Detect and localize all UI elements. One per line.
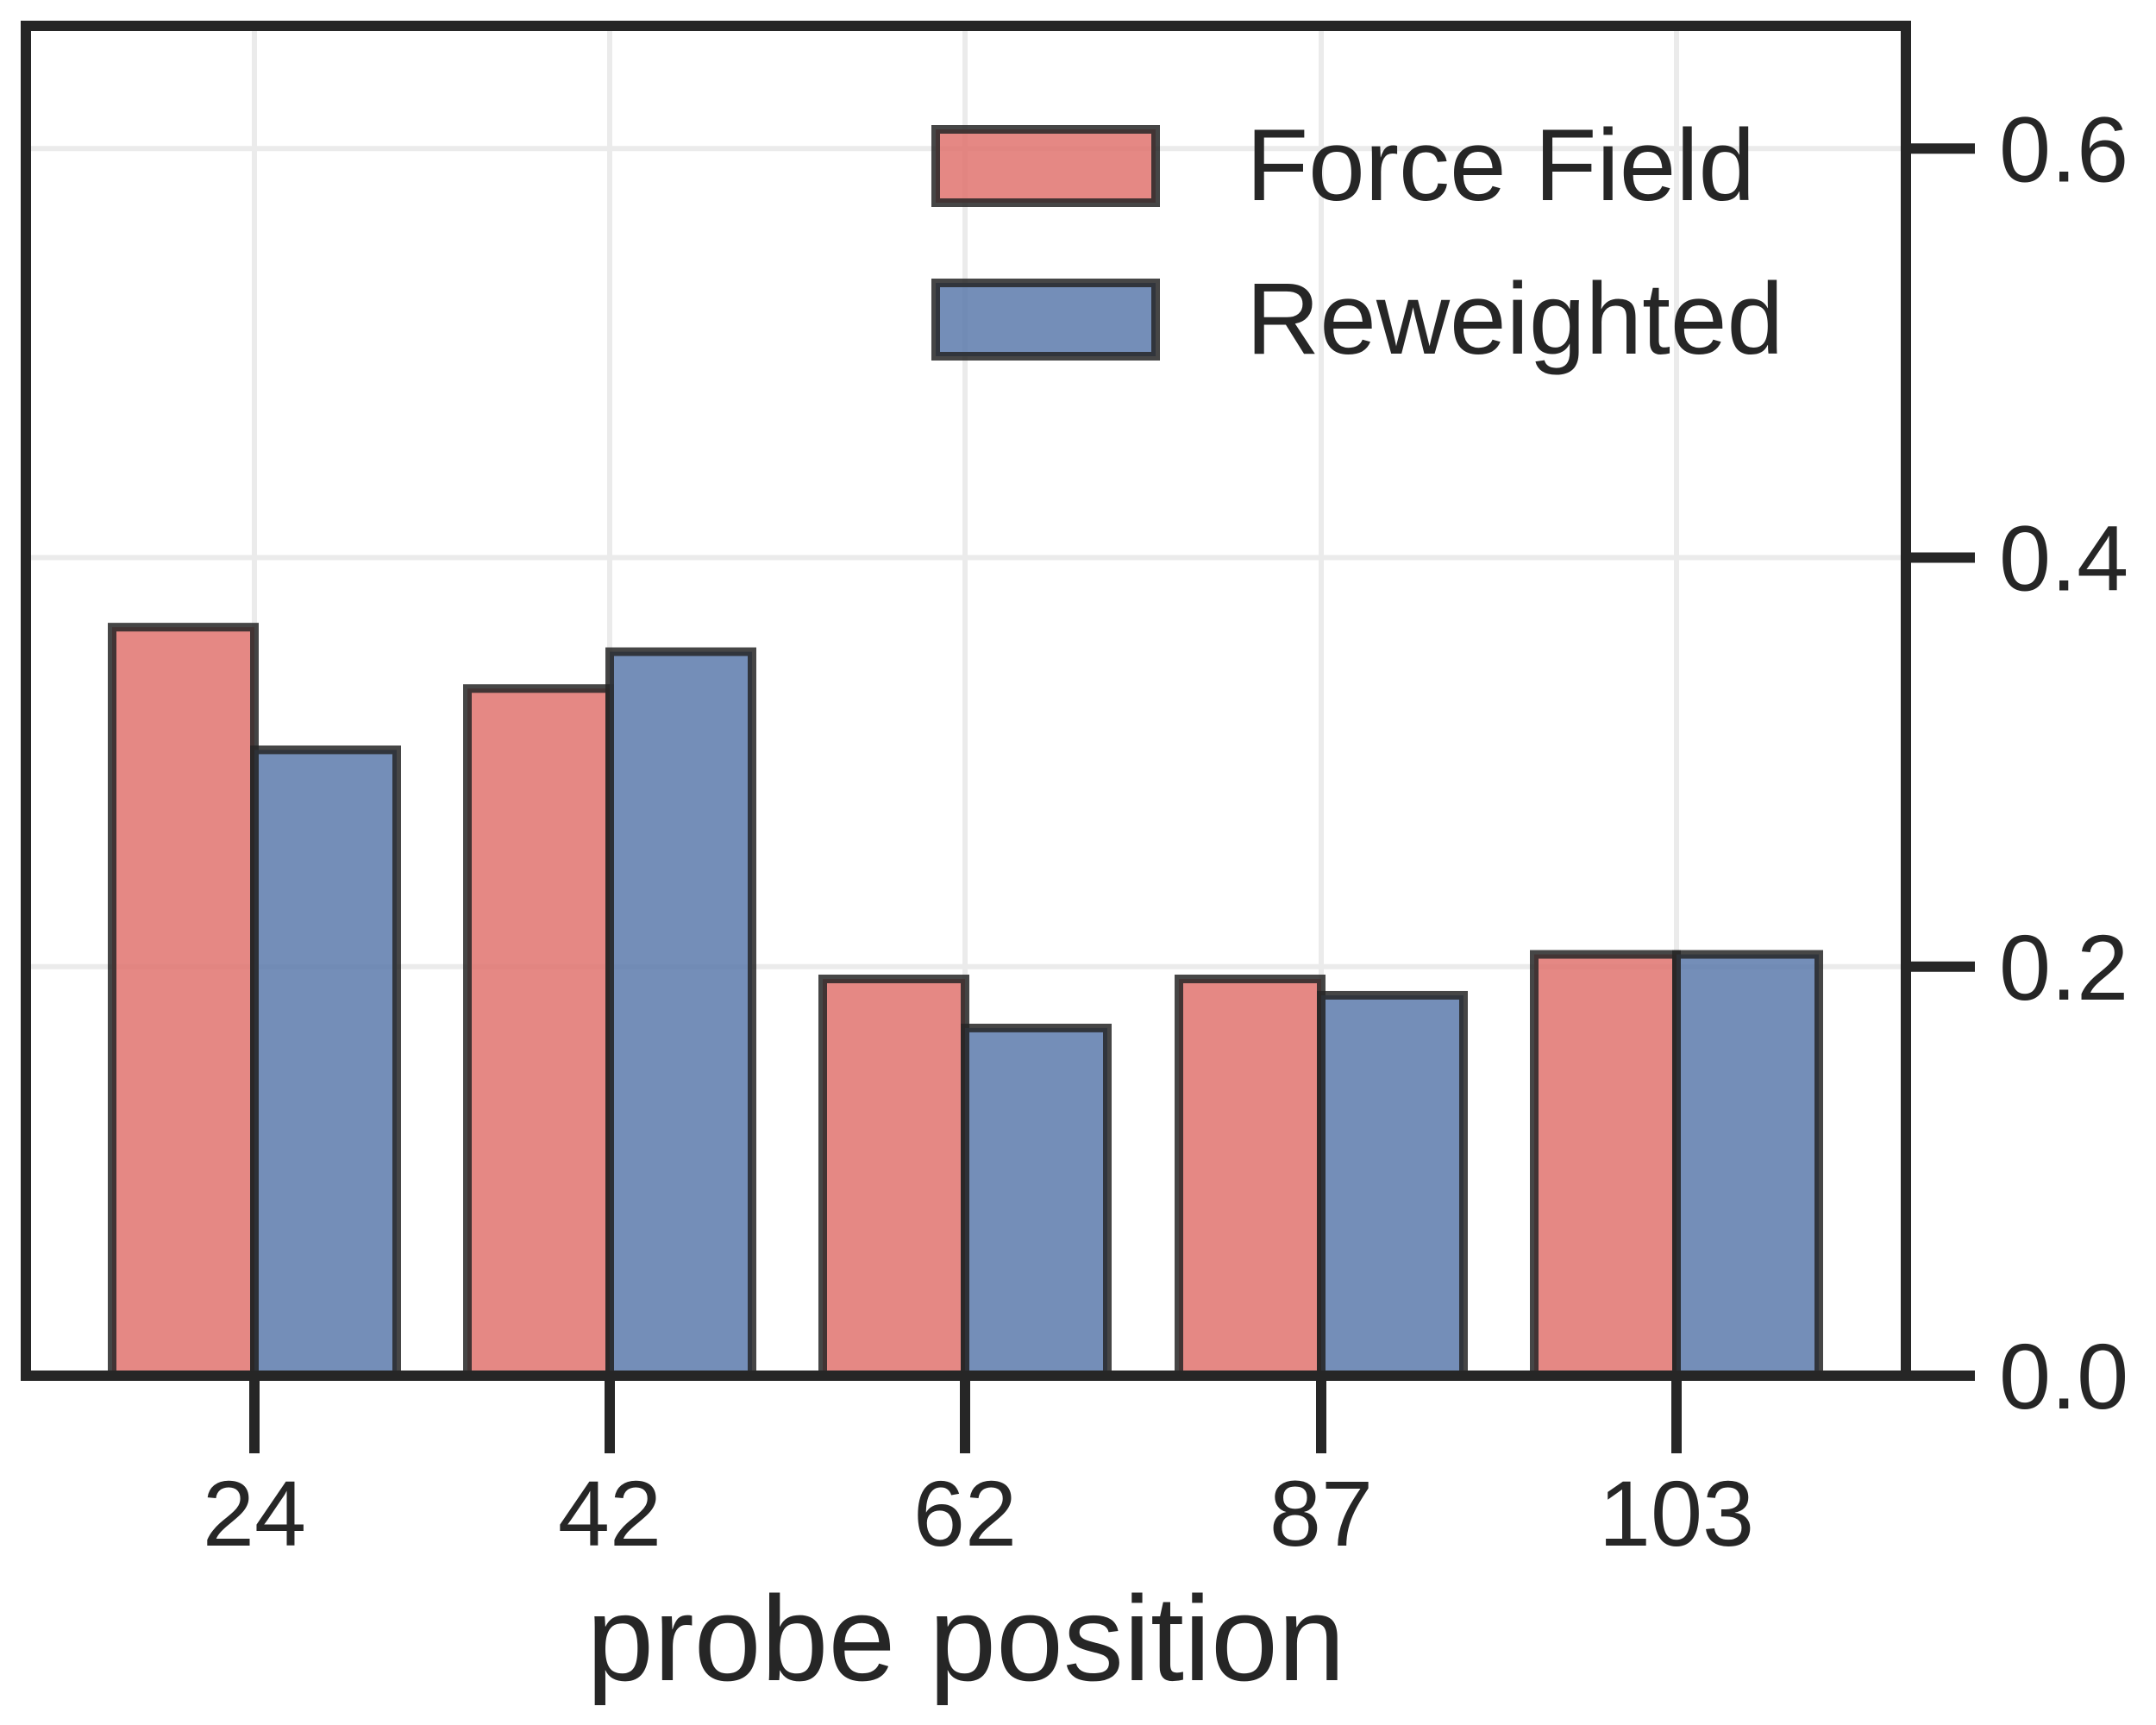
x-tick-label: 103	[1599, 1461, 1754, 1565]
x-tick-label: 24	[203, 1461, 306, 1565]
bar-force-field-24	[108, 623, 259, 1380]
y-tick-label: 0.4	[1999, 506, 2128, 611]
y-tick-label: 0.2	[1999, 915, 2128, 1019]
legend-swatch-force-field	[931, 125, 1160, 207]
legend-label-force-field: Force Field	[1246, 109, 1755, 223]
bar-force-field-87	[1175, 974, 1326, 1380]
bar-force-field-42	[463, 684, 614, 1380]
bars	[108, 623, 1823, 1381]
bar-force-field-103	[1530, 950, 1681, 1380]
y-ticks	[1906, 143, 1975, 1381]
legend-label-reweighted: Reweighted	[1246, 262, 1783, 376]
bar-force-field-62	[818, 974, 969, 1380]
legend-swatch-reweighted	[931, 279, 1160, 361]
bar-reweighted-62	[961, 1023, 1112, 1380]
x-axis-label: probe position	[586, 1571, 1345, 1706]
x-tick-labels: 24 42 62 87 103	[203, 1461, 1754, 1565]
legend: Force Field Reweighted	[931, 109, 1783, 376]
bar-reweighted-42	[605, 647, 756, 1380]
x-tick-label: 42	[558, 1461, 661, 1565]
bar-reweighted-24	[250, 745, 401, 1380]
x-tick-label: 62	[913, 1461, 1017, 1565]
x-tick-label: 87	[1269, 1461, 1373, 1565]
x-ticks	[249, 1371, 1682, 1453]
bar-reweighted-103	[1672, 950, 1823, 1380]
bar-reweighted-87	[1317, 990, 1468, 1381]
y-tick-label: 0.0	[1999, 1324, 2128, 1428]
y-tick-label: 0.6	[1999, 97, 2128, 201]
y-tick-labels: 0.0 0.2 0.4 0.6	[1999, 97, 2128, 1428]
